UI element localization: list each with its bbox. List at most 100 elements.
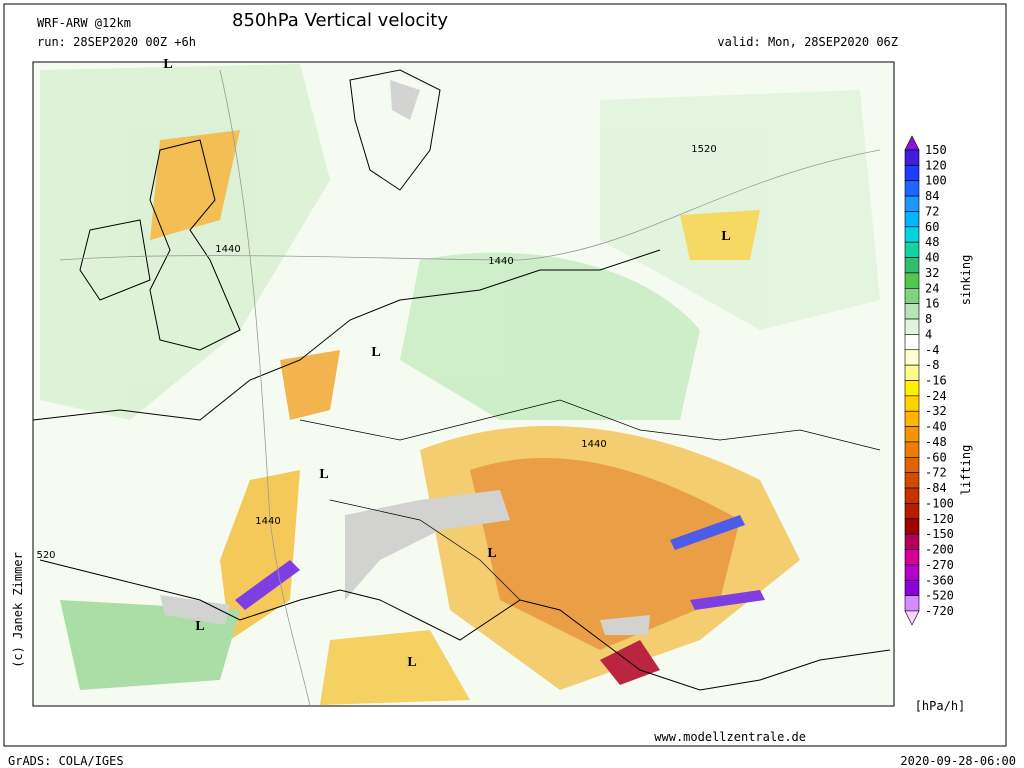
isobar-label: 1440 bbox=[581, 439, 606, 450]
map: L 1440 1440 1520 L L L 1440 1440 L 520 L… bbox=[32, 57, 895, 707]
colorbar-swatch bbox=[904, 180, 920, 197]
isobars bbox=[59, 69, 881, 707]
field-area bbox=[280, 350, 340, 420]
field-area bbox=[690, 590, 765, 610]
colorbar-tick-label: 100 bbox=[925, 174, 947, 188]
colorbar-tick-label: -60 bbox=[925, 450, 947, 464]
colorbar-tick-label: -150 bbox=[925, 527, 954, 541]
colorbar-tick-label: -100 bbox=[925, 496, 954, 510]
terrain-mask bbox=[160, 595, 230, 625]
colorbar-tick-label: 120 bbox=[925, 158, 947, 172]
isobar-label: 520 bbox=[36, 550, 55, 561]
coastline bbox=[32, 249, 661, 421]
colorbar-swatch bbox=[904, 564, 920, 581]
border bbox=[329, 499, 521, 601]
colorbar-triangle bbox=[904, 610, 920, 626]
colorbar-tick-label: 16 bbox=[925, 297, 939, 311]
terrain-mask bbox=[600, 615, 650, 635]
field-area bbox=[235, 560, 300, 610]
coastline bbox=[39, 559, 891, 691]
colorbar-tick-label: -48 bbox=[925, 435, 947, 449]
field bbox=[40, 64, 880, 705]
colorbar-tick-label: -32 bbox=[925, 404, 947, 418]
colorbar-swatch bbox=[904, 287, 920, 304]
model-name: WRF-ARW @12km bbox=[37, 16, 131, 30]
colorbar-swatch bbox=[904, 472, 920, 489]
field-area bbox=[470, 458, 740, 650]
field-area bbox=[320, 630, 470, 705]
software: GrADS: COLA/IGES bbox=[8, 754, 124, 768]
colorbar-tick-label: -720 bbox=[925, 604, 954, 618]
colorbar-swatch bbox=[904, 211, 920, 228]
colorbar-tick-label: -360 bbox=[925, 573, 954, 587]
colorbar: 150120100847260484032241684-4-8-16-24-32… bbox=[904, 135, 954, 626]
colorbar-tick-label: -72 bbox=[925, 466, 947, 480]
colorbar-swatch bbox=[904, 395, 920, 412]
colorbar-swatch bbox=[904, 487, 920, 504]
colorbar-tick-label: -8 bbox=[925, 358, 939, 372]
pressure-label: L bbox=[371, 345, 380, 360]
colorbar-swatch bbox=[904, 195, 920, 212]
pressure-label: L bbox=[163, 57, 172, 72]
colorbar-tick-label: 4 bbox=[925, 327, 932, 341]
colorbar-swatch bbox=[904, 518, 920, 535]
isobar-label: 1440 bbox=[255, 516, 280, 527]
colorbar-swatch bbox=[904, 257, 920, 274]
colorbar-lower-label: lifting bbox=[959, 445, 973, 496]
colorbar-swatch bbox=[904, 318, 920, 335]
colorbar-swatch bbox=[904, 595, 920, 612]
credit: (c) Janek Zimmer bbox=[11, 552, 25, 668]
field-area bbox=[60, 600, 240, 690]
colorbar-swatch bbox=[904, 457, 920, 474]
colorbar-tick-label: 84 bbox=[925, 189, 939, 203]
coastline bbox=[79, 219, 151, 301]
colorbar-swatch bbox=[904, 533, 920, 550]
colorbar-tick-label: 32 bbox=[925, 266, 939, 280]
colorbar-tick-label: 8 bbox=[925, 312, 932, 326]
colorbar-tick-label: 40 bbox=[925, 251, 939, 265]
terrain-mask bbox=[390, 80, 420, 120]
colorbar-swatch bbox=[904, 149, 920, 166]
colorbar-swatch bbox=[904, 165, 920, 182]
colorbar-swatch bbox=[904, 549, 920, 566]
colorbar-swatch bbox=[904, 503, 920, 520]
colorbar-swatch bbox=[904, 334, 920, 351]
colorbar-swatch bbox=[904, 303, 920, 320]
pressure-label: L bbox=[195, 619, 204, 634]
colorbar-tick-label: 48 bbox=[925, 235, 939, 249]
colorbar-swatch bbox=[904, 272, 920, 289]
colorbar-tick-label: -24 bbox=[925, 389, 947, 403]
terrain-mask bbox=[345, 490, 510, 600]
colorbar-tick-label: 24 bbox=[925, 281, 939, 295]
timestamp: 2020-09-28-06:00 bbox=[900, 754, 1016, 768]
colorbar-tick-label: -4 bbox=[925, 343, 939, 357]
colorbar-tick-label: -200 bbox=[925, 543, 954, 557]
pressure-label: L bbox=[319, 467, 328, 482]
colorbar-tick-label: -120 bbox=[925, 512, 954, 526]
colorbar-swatch bbox=[904, 241, 920, 258]
field-area bbox=[680, 210, 760, 260]
colorbar-upper-label: sinking bbox=[959, 255, 973, 306]
colorbar-tick-label: -520 bbox=[925, 589, 954, 603]
valid-info: valid: Mon, 28SEP2020 06Z bbox=[717, 35, 898, 49]
coastlines bbox=[32, 69, 891, 691]
field-area bbox=[600, 90, 880, 330]
colorbar-tick-label: 60 bbox=[925, 220, 939, 234]
coastline bbox=[349, 69, 441, 191]
colorbar-swatch bbox=[904, 426, 920, 443]
field-area bbox=[40, 64, 330, 420]
colorbar-swatch bbox=[904, 410, 920, 427]
colorbar-tick-label: -16 bbox=[925, 374, 947, 388]
border bbox=[299, 399, 881, 451]
field-area bbox=[400, 252, 700, 420]
colorbar-swatch bbox=[904, 579, 920, 596]
isobar-label: 1440 bbox=[488, 256, 513, 267]
website: www.modellzentrale.de bbox=[654, 730, 806, 744]
colorbar-swatch bbox=[904, 380, 920, 397]
map-title: 850hPa Vertical velocity bbox=[232, 10, 448, 31]
pressure-label: L bbox=[721, 229, 730, 244]
run-info: run: 28SEP2020 00Z +6h bbox=[37, 35, 196, 49]
